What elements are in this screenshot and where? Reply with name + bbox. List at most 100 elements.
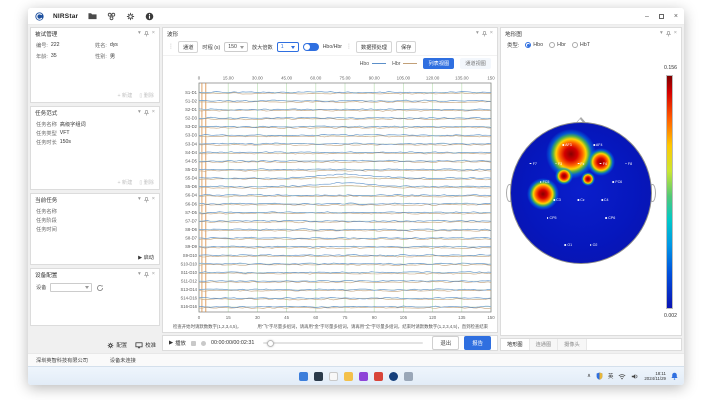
collapse-icon[interactable]: ▾ xyxy=(476,30,479,37)
list-view-button[interactable]: 列表视图 xyxy=(423,58,455,69)
channel-label: S1-D1 xyxy=(185,90,198,95)
file-explorer-icon[interactable] xyxy=(344,371,353,381)
pin-icon[interactable] xyxy=(143,31,149,37)
channel-label: S11-D12 xyxy=(181,278,198,283)
new-paradigm-button[interactable]: + 新建 xyxy=(117,180,133,186)
preprocess-button[interactable]: 数据预处理 xyxy=(356,41,392,53)
radio-hbo[interactable]: Hbo xyxy=(525,42,543,48)
close-panel-icon[interactable]: × xyxy=(151,196,155,203)
menu-dots-icon[interactable]: ⋮ xyxy=(168,44,174,50)
notepad-icon[interactable] xyxy=(329,371,338,381)
legend-hbr: Hbr xyxy=(392,61,418,67)
system-tray: ∧ 英 18:11 2024/11/29 xyxy=(587,371,678,381)
epoch-select[interactable]: 150 xyxy=(224,42,248,52)
channel-button[interactable]: 通道 xyxy=(178,41,199,53)
head-model: AF3 AF4 F7 F3 Fz F4 F8 FC5 FC6 C3 Cz C4 CP5 CP6 O1 O2 xyxy=(506,117,656,264)
collapse-icon[interactable]: ▾ xyxy=(138,30,141,37)
open-folder-icon[interactable] xyxy=(87,11,97,21)
close-panel-icon[interactable]: × xyxy=(151,109,155,116)
exit-button[interactable]: 退出 xyxy=(432,336,460,350)
clock[interactable]: 18:11 2024/11/29 xyxy=(644,370,666,381)
info-icon[interactable] xyxy=(144,11,154,21)
laptop-icon[interactable] xyxy=(314,371,323,381)
waveform-panel-title: 波形 xyxy=(167,32,179,38)
collapse-icon[interactable]: ▾ xyxy=(660,30,663,37)
minimize-button[interactable]: – xyxy=(645,12,649,20)
start-task-button[interactable]: ▶ 启动 xyxy=(138,255,154,261)
channel-label: S3-D2 xyxy=(185,124,198,129)
wifi-icon[interactable] xyxy=(618,373,626,380)
notification-icon[interactable] xyxy=(671,372,678,380)
subject-panel-title: 被试管理 xyxy=(35,32,58,38)
channel-label: S5-D6 xyxy=(185,184,198,189)
montage-icon[interactable] xyxy=(106,11,116,21)
close-button[interactable]: × xyxy=(673,12,678,20)
delete-paradigm-button[interactable]: ▯ 删除 xyxy=(139,180,154,186)
maximize-button[interactable] xyxy=(658,13,664,19)
pin-icon[interactable] xyxy=(481,31,487,37)
hbr-line-swatch xyxy=(403,63,418,64)
playback-slider[interactable] xyxy=(263,339,424,347)
field-label: 姓名: xyxy=(95,43,107,49)
tab-连通图[interactable]: 连通图 xyxy=(529,339,559,350)
channel-label: S11-D10 xyxy=(181,270,198,275)
nirstar-app-icon[interactable] xyxy=(389,371,398,381)
topomap-canvas[interactable]: AF3 AF4 F7 F3 Fz F4 F8 FC5 FC6 C3 Cz C4 CP5 CP6 O1 O2 0… xyxy=(501,51,681,335)
defender-shield-icon[interactable] xyxy=(596,372,603,380)
pin-icon[interactable] xyxy=(665,31,671,37)
pin-icon[interactable] xyxy=(143,197,149,203)
settings-icon[interactable] xyxy=(125,11,135,21)
device-select[interactable] xyxy=(50,283,93,292)
radio-hbr[interactable]: Hbr xyxy=(549,42,566,48)
close-panel-icon[interactable]: × xyxy=(151,30,155,37)
configure-button[interactable]: 配置 xyxy=(107,341,127,349)
hbo-hbr-toggle[interactable] xyxy=(302,43,319,51)
waveform-chart[interactable]: 0 0 15.00 15 30.00 30 45.00 45 60.00 60 75.00 75 90.… xyxy=(163,71,497,324)
tab-地形图[interactable]: 地形图 xyxy=(501,339,530,350)
purple-app-icon[interactable] xyxy=(359,371,368,381)
legend-row: Hbo Hbr 列表视图 通道视图 xyxy=(163,56,497,71)
channel-label: S9-D9 xyxy=(185,244,198,249)
ime-indicator[interactable]: 英 xyxy=(607,374,614,380)
device-label: 设备 xyxy=(36,285,47,291)
tray-expand-icon[interactable]: ∧ xyxy=(586,373,591,379)
record-icon[interactable] xyxy=(200,340,206,346)
play-button[interactable]: ▶ 播放 xyxy=(169,340,186,347)
save-button[interactable]: 保存 xyxy=(395,41,417,53)
scale-label: 放大倍数 xyxy=(251,44,273,51)
new-subject-button[interactable]: + 新建 xyxy=(117,93,133,99)
collapse-icon[interactable]: ▾ xyxy=(138,109,141,116)
titlebar: NIRStar – × xyxy=(28,8,684,25)
pin-icon[interactable] xyxy=(143,272,149,278)
electrode-marker: O2 xyxy=(589,243,597,247)
red-app-icon[interactable] xyxy=(374,371,383,381)
svg-text:15.00: 15.00 xyxy=(223,76,235,81)
slider-knob[interactable] xyxy=(266,339,274,347)
close-panel-icon[interactable]: × xyxy=(489,30,493,37)
app-window: NIRStar – × xyxy=(28,8,684,385)
close-panel-icon[interactable]: × xyxy=(673,30,677,37)
channel-view-button[interactable]: 通道视图 xyxy=(460,58,491,69)
delete-subject-button[interactable]: ▯ 删除 xyxy=(139,93,154,99)
volume-icon[interactable] xyxy=(631,373,639,380)
collapse-icon[interactable]: ▾ xyxy=(138,271,141,278)
report-button[interactable]: 报告 xyxy=(464,336,491,350)
scalp-heatmap: AF3 AF4 F7 F3 Fz F4 F8 FC5 FC6 C3 Cz C4 CP5 CP6 O1 O2 xyxy=(510,122,652,264)
tab-摄像头[interactable]: 摄像头 xyxy=(558,339,587,350)
svg-text:75: 75 xyxy=(343,315,348,320)
close-panel-icon[interactable]: × xyxy=(151,271,155,278)
stop-icon[interactable] xyxy=(190,340,196,346)
field-label: 任务类型 xyxy=(36,131,57,137)
electrode-marker: AF3 xyxy=(562,143,572,147)
taskview-icon[interactable] xyxy=(299,371,308,381)
scale-select[interactable]: 1 xyxy=(276,42,299,52)
grey-app-icon[interactable] xyxy=(404,371,413,381)
app-title: NIRStar xyxy=(53,12,79,20)
radio-hbt[interactable]: HbT xyxy=(571,42,590,48)
menu-dots-icon[interactable]: ⋮ xyxy=(346,44,353,50)
refresh-devices-icon[interactable] xyxy=(96,284,104,292)
calibrate-button[interactable]: 校准 xyxy=(135,341,156,349)
channel-label: S2-D3 xyxy=(185,116,198,121)
collapse-icon[interactable]: ▾ xyxy=(138,196,141,203)
pin-icon[interactable] xyxy=(143,110,149,116)
